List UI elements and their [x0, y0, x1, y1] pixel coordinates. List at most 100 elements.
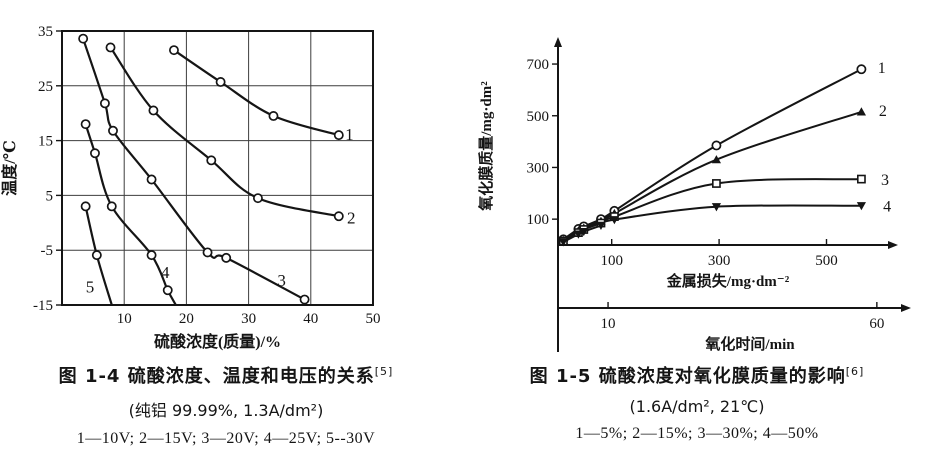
data-point-circle: [80, 119, 91, 130]
curve-number-label-4: 4: [161, 263, 170, 282]
x2-tick-label: 60: [869, 316, 884, 332]
data-point-circle: [711, 140, 722, 151]
y-tick-label: 700: [527, 57, 550, 73]
data-point-circle: [78, 33, 89, 44]
curve-2: [109, 46, 340, 218]
y-axis-arrow: [554, 37, 562, 47]
y-tick-label: 15: [38, 134, 53, 150]
x-tick-label: 40: [303, 311, 318, 327]
data-point-circle: [333, 211, 344, 222]
x-tick-label: 50: [366, 311, 381, 327]
curve-number-label-2: 2: [879, 103, 887, 120]
data-point-triangle-down: [558, 238, 568, 247]
data-point-triangle-down: [579, 227, 589, 237]
data-point-triangle-down: [596, 221, 606, 230]
data-point-circle: [333, 130, 344, 141]
data-point-square: [712, 179, 721, 188]
curve-3: [82, 37, 306, 301]
figure-1-4-legend: 1—10V; 2—15V; 3—20V; 4—25V; 5--30V: [76, 430, 376, 447]
x-tick-label: 500: [815, 253, 838, 269]
y-tick-label: 5: [46, 188, 54, 204]
x2-tick-label: 10: [601, 316, 616, 332]
data-point-circle: [268, 110, 279, 121]
data-point-triangle-up: [711, 155, 722, 164]
figure-1-4-citation: [5]: [374, 365, 394, 378]
data-point-circle: [215, 77, 226, 87]
figure-1-5-chart: 100 300 500 100 300 500 700 10 60 金属损失/mg·dm⁻² 氧化时…: [477, 37, 911, 353]
data-point-circle: [148, 105, 159, 116]
curve-number-label-3: 3: [277, 271, 286, 290]
curve-1: [172, 49, 340, 137]
curve-3: [562, 178, 863, 243]
x-tick-label: 100: [600, 253, 623, 269]
curve-number-label-4: 4: [883, 199, 891, 216]
data-point-circle: [169, 45, 179, 56]
markers-curve-4: [80, 119, 173, 296]
y-tick-label: 300: [527, 160, 550, 176]
x-axis2-arrow: [901, 304, 911, 312]
x-tick-label: 30: [241, 311, 256, 327]
figure-1-5-caption: 图 1-5 硫酸浓度对氧化膜质量的影响[6] (1.6A/dm², 21℃) 1…: [468, 362, 926, 443]
x-tick-label: 300: [708, 253, 731, 269]
data-point-circle: [108, 125, 118, 136]
x-axis-title-oxidation-time: 氧化时间/min: [704, 335, 795, 353]
curve-1: [562, 68, 863, 241]
y-tick-label: 100: [527, 212, 550, 228]
figure-1-4-title-text: 图 1-4 硫酸浓度、温度和电压的关系: [58, 366, 375, 387]
x-axis-arrow: [888, 241, 898, 249]
figure-1-5-citation: [6]: [845, 365, 865, 378]
curve-number-label-3: 3: [881, 172, 889, 189]
y-tick-label: 35: [38, 24, 53, 40]
data-point-circle: [91, 250, 102, 261]
figure-1-5-caption-title: 图 1-5 硫酸浓度对氧化膜质量的影响[6]: [468, 362, 926, 388]
curve-number-label-1: 1: [878, 60, 886, 77]
data-point-circle: [106, 201, 117, 212]
x-tick-label: 10: [117, 311, 132, 327]
data-point-circle: [80, 201, 91, 212]
curve-group: [82, 37, 340, 306]
figure-1-4-conditions: (纯铝 99.99%, 1.3A/dm²): [128, 401, 324, 420]
curve-4: [562, 204, 863, 243]
figure-1-4-caption: 图 1-4 硫酸浓度、温度和电压的关系[5] (纯铝 99.99%, 1.3A/…: [0, 362, 452, 448]
data-point-circle: [299, 294, 310, 305]
y-tick-label: -5: [41, 243, 54, 259]
data-point-triangle-down: [711, 203, 722, 212]
data-point-circle: [146, 250, 157, 261]
data-point-circle: [252, 193, 263, 204]
data-point-circle: [162, 285, 173, 296]
data-point-triangle-down: [609, 216, 619, 225]
markers-curve-4: [558, 202, 867, 247]
figure-1-4-caption-title: 图 1-4 硫酸浓度、温度和电压的关系[5]: [0, 362, 452, 388]
figure-1-5-title-text: 图 1-5 硫酸浓度对氧化膜质量的影响: [529, 366, 846, 387]
curve-number-label-1: 1: [345, 125, 354, 144]
curve-number-label-5: 5: [86, 277, 95, 296]
curve-number-label-2: 2: [347, 208, 356, 227]
data-point-triangle-down: [573, 230, 584, 239]
figure-1-5-conditions: (1.6A/dm², 21℃): [629, 397, 765, 416]
y-tick-label: 500: [527, 109, 550, 125]
y-tick-label: -15: [33, 298, 53, 314]
figure-1-5-legend: 1—5%; 2—15%; 3—30%; 4—50%: [575, 425, 819, 442]
data-point-circle: [90, 148, 100, 159]
data-point-triangle-down: [856, 202, 867, 211]
data-point-circle: [99, 98, 110, 109]
data-point-circle: [221, 252, 232, 263]
figure-1-5: 100 300 500 100 300 500 700 10 60 金属损失/mg·dm⁻² 氧化时…: [460, 0, 929, 360]
x-axis-title: 硫酸浓度(质量)/%: [154, 332, 281, 351]
data-point-square: [857, 174, 866, 184]
markers-curve-3: [558, 174, 866, 246]
data-point-circle: [856, 64, 867, 75]
figure-1-4: 35 25 15 5 -5 -15 10 20 30 40 50 温度/℃ 硫酸浓度(质量)/% 1 2 3 4…: [0, 0, 460, 360]
markers-curve-2: [105, 42, 344, 222]
plot-frame: [61, 30, 374, 306]
figure-1-4-chart: 35 25 15 5 -5 -15 10 20 30 40 50 温度/℃ 硫酸浓度(质量)/% 1 2 3 4…: [0, 24, 381, 351]
y-tick-label: 25: [38, 79, 53, 95]
markers-curve-5: [80, 201, 102, 261]
y-axis-title: 氧化膜质量/mg·dm²: [477, 81, 495, 212]
y-axis-title: 温度/℃: [0, 140, 19, 197]
markers-curve-3: [78, 33, 310, 305]
data-point-circle: [202, 247, 213, 258]
data-point-triangle-up: [856, 107, 867, 116]
data-point-circle: [105, 42, 116, 53]
